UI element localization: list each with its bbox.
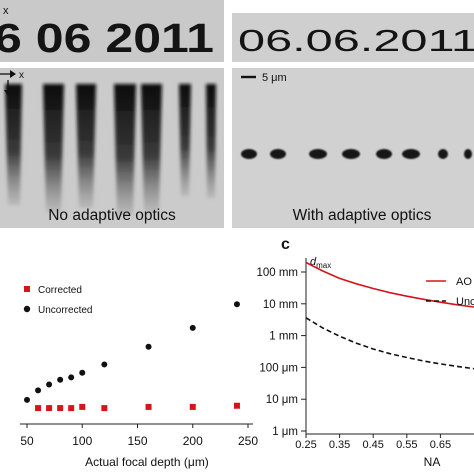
line-x-tick-label: 0.55 bbox=[396, 439, 417, 451]
corrected-point bbox=[79, 403, 86, 410]
no-ao-caption: No adaptive optics bbox=[48, 207, 176, 224]
corrected-point bbox=[233, 402, 240, 409]
panel-no-ao: 6 06 2011 x x No adaptive optics bbox=[0, 0, 224, 228]
corrected-point bbox=[189, 403, 196, 410]
scale-bar-label: 5 μm bbox=[262, 72, 287, 84]
uncorrected-point bbox=[145, 343, 152, 350]
line-y-tick-label: 1 mm bbox=[269, 331, 298, 343]
with-ao-xz-image bbox=[232, 68, 474, 228]
scatter-x-tick-label: 50 bbox=[20, 434, 34, 448]
unc-line bbox=[305, 317, 474, 370]
scatter-x-ticks: 50 100 150 200 250 bbox=[20, 424, 258, 448]
corrected-point bbox=[101, 405, 108, 412]
ao-line bbox=[305, 261, 474, 308]
line-x-tick-label: 0.45 bbox=[362, 439, 383, 451]
line-y-tick-label: 100 mm bbox=[256, 267, 298, 279]
corrected-point bbox=[46, 405, 53, 412]
legend-label-uncorrected: Uncorrected bbox=[38, 305, 92, 316]
scale-bar: 5 μm bbox=[241, 72, 287, 84]
corrected-point bbox=[35, 405, 42, 412]
line-chart: c dmax 100 mm 10 mm 1 mm 100 μm 10 μm 1 μm 0.… bbox=[256, 236, 474, 469]
line-y-tick-label: 10 μm bbox=[266, 394, 298, 406]
corrected-point bbox=[57, 405, 64, 412]
no-ao-stamp-image bbox=[0, 0, 224, 62]
uncorrected-point bbox=[24, 396, 30, 403]
uncorrected-point bbox=[189, 324, 196, 331]
scatter-x-tick-label: 250 bbox=[238, 434, 258, 448]
line-y-tick-label: 10 mm bbox=[263, 299, 298, 311]
scatter-legend: Corrected Uncorrected bbox=[23, 285, 92, 316]
no-ao-stamp-text: 6 06 2011 bbox=[0, 15, 214, 61]
line-x-tick-label: 0.65 bbox=[430, 439, 451, 451]
scatter-marks bbox=[24, 301, 240, 412]
aberrated-streaks bbox=[5, 84, 216, 215]
line-x-tick-label: 0.35 bbox=[329, 439, 350, 451]
panel-with-ao: 06.06.2011 5 μm With adaptive optics bbox=[232, 13, 474, 228]
uncorrected-point bbox=[46, 381, 53, 388]
line-x-tick-label: 0.25 bbox=[295, 439, 316, 451]
xy-axis-label: x bbox=[3, 5, 9, 17]
line-y-ticks: 100 mm 10 mm 1 mm 100 μm 10 μm 1 μm bbox=[256, 267, 306, 438]
xz-axis-label: x bbox=[19, 70, 24, 81]
line-x-ticks: 0.25 0.35 0.45 0.55 0.65 bbox=[295, 434, 451, 451]
line-y-axis-label-sub: max bbox=[316, 261, 331, 270]
uncorrected-point bbox=[68, 374, 75, 381]
xz-axis-arrow: x bbox=[0, 70, 24, 96]
line-y-axis-label: dmax bbox=[310, 256, 331, 270]
scatter-x-tick-label: 200 bbox=[183, 434, 203, 448]
line-y-tick-label: 1 μm bbox=[272, 426, 298, 438]
uncorrected-point bbox=[35, 387, 42, 394]
legend-marker-corrected bbox=[24, 286, 30, 292]
corrected-point bbox=[145, 403, 152, 410]
line-y-axis-label-main: d bbox=[310, 256, 317, 268]
with-ao-stamp-image bbox=[232, 13, 474, 62]
corrected-point bbox=[68, 405, 75, 412]
line-series bbox=[305, 261, 474, 370]
line-legend: AO Unc bbox=[426, 276, 474, 308]
legend-label-corrected: Corrected bbox=[38, 285, 82, 296]
with-ao-stamp-text: 06.06.2011 bbox=[238, 23, 474, 58]
legend-label-unc: Unc bbox=[456, 296, 474, 308]
line-x-axis-label: NA bbox=[424, 455, 441, 469]
uncorrected-point bbox=[57, 376, 64, 383]
panel-c-letter: c bbox=[281, 236, 290, 253]
scatter-x-tick-label: 100 bbox=[72, 434, 92, 448]
scatter-x-tick-label: 150 bbox=[127, 434, 147, 448]
legend-label-ao: AO bbox=[456, 276, 472, 288]
with-ao-caption: With adaptive optics bbox=[293, 207, 432, 224]
line-y-tick-label: 100 μm bbox=[259, 362, 298, 374]
scatter-x-axis-label: Actual focal depth (μm) bbox=[85, 455, 209, 469]
uncorrected-point bbox=[233, 301, 240, 308]
scatter-chart: 50 100 150 200 250 Actual focal depth (μm) C… bbox=[20, 285, 258, 469]
corrected-spots bbox=[241, 149, 472, 159]
legend-marker-uncorrected bbox=[23, 305, 31, 313]
uncorrected-point bbox=[101, 361, 108, 368]
uncorrected-point bbox=[79, 369, 86, 376]
